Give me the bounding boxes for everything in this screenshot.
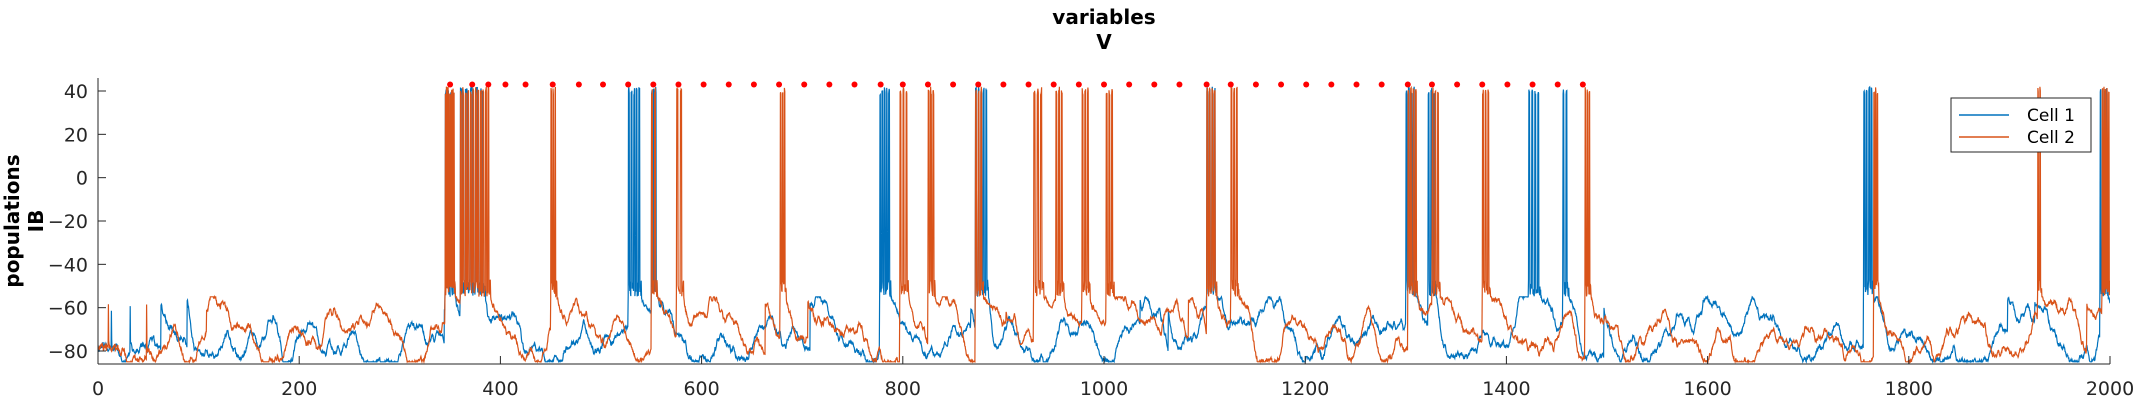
y-tick-label: 0	[76, 168, 88, 190]
spike-marker	[522, 81, 529, 88]
x-tick-label: 200	[281, 378, 317, 400]
spike-marker	[1050, 81, 1057, 88]
spike-marker	[625, 81, 632, 88]
spike-marker	[650, 81, 657, 88]
x-tick-label: 400	[482, 378, 518, 400]
spike-marker	[801, 81, 808, 88]
y-tick-label: −20	[48, 211, 88, 233]
x-tick-label: 800	[885, 378, 921, 400]
legend-label: Cell 1	[2027, 106, 2075, 126]
spike-marker	[1101, 81, 1107, 88]
spike-marker	[485, 81, 492, 88]
spike-marker	[1378, 81, 1385, 88]
spike-marker	[1404, 81, 1411, 88]
spike-marker	[1479, 81, 1486, 88]
title-line: variables	[1052, 5, 1155, 29]
title-line: V	[1096, 30, 1112, 54]
x-axis-ticks: 0 200 400 600 800 1000 1200 1400 1600 1800 2000	[92, 356, 2133, 400]
legend-box	[1950, 97, 2092, 153]
spike-marker	[1529, 81, 1536, 88]
spike-marker	[826, 81, 833, 88]
spike-markers	[447, 81, 1586, 88]
spike-marker	[1203, 81, 1210, 88]
x-tick-label: 1600	[1683, 378, 1731, 400]
spike-marker	[700, 81, 707, 88]
y-axis-label-line: IB	[24, 210, 48, 233]
spike-marker	[725, 81, 732, 88]
x-tick-label: 1200	[1281, 378, 1329, 400]
spike-marker	[776, 81, 783, 88]
spike-marker	[851, 81, 858, 88]
spike-marker	[1353, 81, 1360, 88]
x-tick-label: 1000	[1080, 378, 1128, 400]
y-tick-label: −40	[48, 254, 88, 276]
spike-marker	[975, 81, 982, 88]
legend-label: Cell 2	[2027, 128, 2075, 148]
series-cell-2	[98, 85, 2110, 364]
spike-marker	[877, 81, 884, 88]
y-axis-ticks: −80 −60 −40 −20 0 20 40	[48, 81, 106, 363]
spike-marker	[600, 81, 607, 88]
spike-marker	[447, 81, 454, 88]
spike-marker	[1579, 81, 1586, 88]
y-tick-label: −60	[48, 298, 88, 320]
spike-marker	[1278, 81, 1285, 88]
x-tick-label: 1400	[1482, 378, 1530, 400]
spike-marker	[1454, 81, 1461, 88]
x-tick-label: 2000	[2086, 378, 2133, 400]
x-tick-label: 0	[92, 378, 104, 400]
spike-marker	[924, 81, 931, 88]
spike-marker	[899, 81, 906, 88]
y-axis-label-line: populations	[0, 154, 24, 287]
spike-marker	[1126, 81, 1133, 88]
spike-marker	[675, 81, 682, 88]
spike-marker	[1252, 81, 1259, 88]
spike-marker	[1303, 81, 1310, 88]
spike-marker	[1000, 81, 1007, 88]
spike-marker	[1176, 81, 1183, 88]
plot-traces	[98, 85, 2110, 364]
spike-marker	[575, 81, 582, 88]
spike-marker	[1151, 81, 1158, 88]
spike-marker	[1504, 81, 1511, 88]
spike-marker	[1025, 81, 1032, 88]
y-tick-label: 20	[64, 124, 88, 146]
spike-marker	[469, 81, 476, 88]
x-tick-label: 1800	[1885, 378, 1933, 400]
spike-marker	[1328, 81, 1335, 88]
spike-marker	[1227, 81, 1234, 88]
spike-marker	[1075, 81, 1082, 88]
spike-marker	[502, 81, 509, 88]
y-tick-label: 40	[64, 81, 88, 103]
y-tick-label: −80	[48, 341, 88, 363]
spike-marker	[1554, 81, 1561, 88]
x-tick-label: 600	[683, 378, 719, 400]
spike-marker	[750, 81, 757, 88]
spike-marker	[950, 81, 957, 88]
spike-marker	[549, 81, 556, 88]
spike-marker	[1428, 81, 1435, 88]
y-axis-label: populations IB	[0, 154, 48, 287]
